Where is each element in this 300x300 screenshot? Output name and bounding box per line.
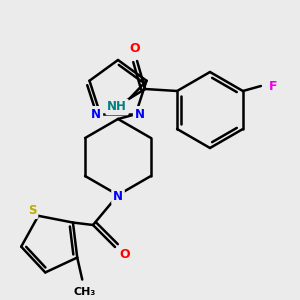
- Text: O: O: [130, 41, 140, 55]
- Text: N: N: [135, 108, 145, 121]
- Text: N: N: [92, 108, 101, 121]
- Text: S: S: [28, 204, 37, 217]
- Text: N: N: [113, 190, 123, 203]
- Text: F: F: [269, 80, 277, 92]
- Text: NH: NH: [107, 100, 127, 113]
- Text: O: O: [120, 248, 130, 262]
- Text: CH₃: CH₃: [73, 286, 95, 296]
